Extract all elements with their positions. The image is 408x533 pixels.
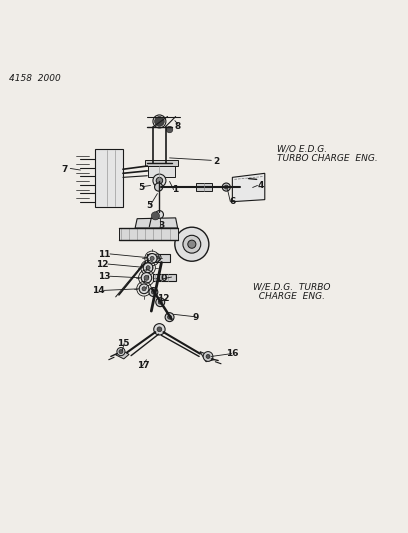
Circle shape <box>150 256 154 261</box>
Polygon shape <box>153 274 175 281</box>
Circle shape <box>151 290 155 294</box>
Text: 4: 4 <box>257 181 264 190</box>
Text: 17: 17 <box>137 361 149 370</box>
Text: TURBO CHARGE  ENG.: TURBO CHARGE ENG. <box>277 154 378 163</box>
Circle shape <box>157 327 162 332</box>
Circle shape <box>203 352 213 361</box>
Polygon shape <box>200 352 214 362</box>
Text: 12: 12 <box>157 294 170 303</box>
Polygon shape <box>145 160 177 166</box>
Polygon shape <box>233 173 265 201</box>
Text: 16: 16 <box>226 349 239 358</box>
Circle shape <box>153 174 166 187</box>
Text: 5: 5 <box>146 201 153 210</box>
Circle shape <box>147 254 154 261</box>
Text: CHARGE  ENG.: CHARGE ENG. <box>253 292 325 301</box>
Circle shape <box>183 235 201 253</box>
Polygon shape <box>148 166 175 177</box>
Text: 10: 10 <box>155 274 168 283</box>
Circle shape <box>149 256 152 259</box>
Circle shape <box>155 183 163 191</box>
Circle shape <box>166 126 173 133</box>
Polygon shape <box>147 254 170 262</box>
Text: 2: 2 <box>213 157 219 166</box>
Circle shape <box>144 276 149 280</box>
Circle shape <box>155 211 164 219</box>
Polygon shape <box>95 149 123 206</box>
Circle shape <box>141 272 152 283</box>
Circle shape <box>154 254 161 261</box>
Circle shape <box>222 183 231 191</box>
Polygon shape <box>196 183 212 191</box>
Text: W/E.D.G.  TURBO: W/E.D.G. TURBO <box>253 282 330 292</box>
Circle shape <box>142 287 146 291</box>
Text: 7: 7 <box>61 165 67 174</box>
Circle shape <box>151 212 160 220</box>
Circle shape <box>147 254 157 263</box>
Circle shape <box>156 177 163 184</box>
Polygon shape <box>119 228 177 240</box>
Text: W/O E.D.G.: W/O E.D.G. <box>277 145 327 154</box>
Text: 13: 13 <box>98 272 111 281</box>
Text: 5: 5 <box>138 183 144 192</box>
Polygon shape <box>115 350 129 359</box>
Text: 1: 1 <box>173 185 179 194</box>
Circle shape <box>168 315 172 319</box>
Text: 15: 15 <box>117 339 129 348</box>
Circle shape <box>206 354 210 359</box>
Circle shape <box>158 300 162 304</box>
Text: 6: 6 <box>229 197 235 206</box>
Circle shape <box>156 256 159 259</box>
Circle shape <box>155 117 164 126</box>
Circle shape <box>139 284 149 294</box>
Circle shape <box>224 185 228 189</box>
Circle shape <box>146 265 150 270</box>
Text: 8: 8 <box>175 122 181 131</box>
Text: 3: 3 <box>158 222 164 230</box>
Text: 4158  2000: 4158 2000 <box>9 74 61 83</box>
Text: 14: 14 <box>92 286 105 295</box>
Circle shape <box>156 298 165 306</box>
Circle shape <box>143 263 153 272</box>
Circle shape <box>165 313 174 321</box>
Text: 11: 11 <box>98 250 111 259</box>
Polygon shape <box>135 218 177 228</box>
Circle shape <box>119 350 123 353</box>
Circle shape <box>117 348 125 356</box>
Circle shape <box>149 288 158 296</box>
Text: 9: 9 <box>193 313 199 321</box>
Circle shape <box>188 240 196 248</box>
Circle shape <box>175 227 209 261</box>
Circle shape <box>154 324 165 335</box>
Text: 12: 12 <box>96 260 109 269</box>
